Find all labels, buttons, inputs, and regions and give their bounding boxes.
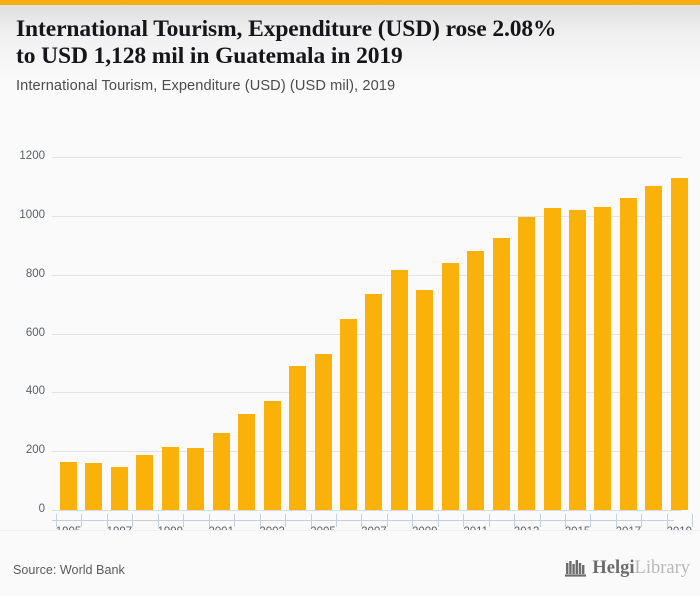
x-axis-tick (259, 514, 261, 527)
bar-1995[interactable] (60, 462, 77, 510)
x-axis-tick (615, 514, 617, 527)
bar-2011[interactable] (467, 250, 485, 510)
source-label: Source: World Bank (13, 563, 125, 577)
x-axis-tick (183, 514, 185, 527)
bar-2005[interactable] (314, 353, 332, 510)
x-axis-tick (157, 514, 159, 527)
chart-subtitle: International Tourism, Expenditure (USD)… (16, 78, 396, 94)
bar-series (52, 133, 688, 520)
bar-2001[interactable] (212, 433, 230, 510)
y-axis-tick-label: 600 (25, 326, 45, 339)
library-books-icon (565, 560, 587, 577)
x-axis-tick (412, 514, 414, 527)
x-axis-tick (310, 514, 312, 527)
x-axis-tick (539, 514, 541, 527)
x-axis-tick (285, 514, 287, 527)
helgi-library-logo[interactable]: HelgiLibrary (565, 558, 690, 578)
bar-2000[interactable] (187, 447, 205, 510)
x-axis-tick (361, 514, 363, 527)
x-axis-tick (514, 514, 516, 527)
y-axis-tick-label: 1000 (19, 208, 45, 221)
x-axis-tick (463, 514, 465, 527)
x-axis-tick (437, 514, 439, 527)
bar-2008[interactable] (390, 269, 408, 510)
bar-2019[interactable] (670, 178, 688, 510)
x-axis-tick (106, 514, 108, 527)
y-axis-tick-label: 0 (38, 503, 45, 515)
x-axis-tick (666, 514, 668, 527)
logo-primary-text: Helgi (592, 558, 635, 578)
chart-footer: Source: World Bank HelgiLibrary (0, 530, 700, 596)
logo-wordmark: HelgiLibrary (592, 558, 690, 578)
y-axis-tick-label: 800 (25, 267, 45, 280)
x-axis-tick (590, 514, 592, 527)
bar-2010[interactable] (441, 262, 459, 510)
chart-header: International Tourism, Expenditure (USD)… (0, 5, 700, 109)
x-axis-tick (208, 514, 210, 527)
bar-2014[interactable] (543, 207, 561, 510)
bar-2004[interactable] (289, 366, 307, 510)
x-axis-tick (81, 514, 83, 527)
bar-1999[interactable] (161, 447, 179, 510)
bar-2003[interactable] (263, 400, 281, 510)
x-axis-tick (641, 514, 643, 527)
y-axis-labels: 0 200 400 600 800 1000 1200 (0, 133, 45, 520)
gridline (52, 157, 682, 158)
logo-secondary-text: Library (634, 558, 690, 578)
x-axis-tick (386, 514, 388, 527)
bar-2015[interactable] (569, 209, 586, 510)
bar-1998[interactable] (136, 454, 154, 510)
bar-2002[interactable] (238, 414, 256, 510)
x-axis-tick (692, 514, 694, 527)
page-title: International Tourism, Expenditure (USD)… (16, 16, 557, 69)
footer-divider (0, 530, 700, 531)
x-axis-tick (335, 514, 337, 527)
x-axis-tick (488, 514, 490, 527)
x-axis-line (52, 520, 674, 521)
y-axis-tick-label: 1200 (19, 150, 45, 162)
bar-1996[interactable] (85, 462, 103, 510)
x-axis-tick (56, 514, 57, 527)
y-axis-tick-label: 200 (25, 444, 45, 457)
bar-2012[interactable] (492, 238, 510, 510)
bar-2009[interactable] (416, 290, 434, 510)
gridline (52, 274, 682, 276)
gridline (52, 215, 682, 217)
bar-2013[interactable] (518, 217, 536, 510)
bar-1997[interactable] (110, 467, 128, 510)
top-accent-bar (0, 0, 700, 5)
bar-2016[interactable] (594, 206, 612, 510)
gridline (52, 510, 682, 511)
bar-2018[interactable] (645, 186, 663, 510)
bar-2017[interactable] (619, 197, 637, 510)
bar-2006[interactable] (339, 318, 357, 510)
x-axis-tick (132, 514, 134, 527)
y-axis-tick-label: 400 (25, 385, 45, 398)
x-axis-tick (565, 514, 566, 527)
x-axis-tick (234, 514, 236, 527)
bar-2007[interactable] (365, 293, 383, 510)
